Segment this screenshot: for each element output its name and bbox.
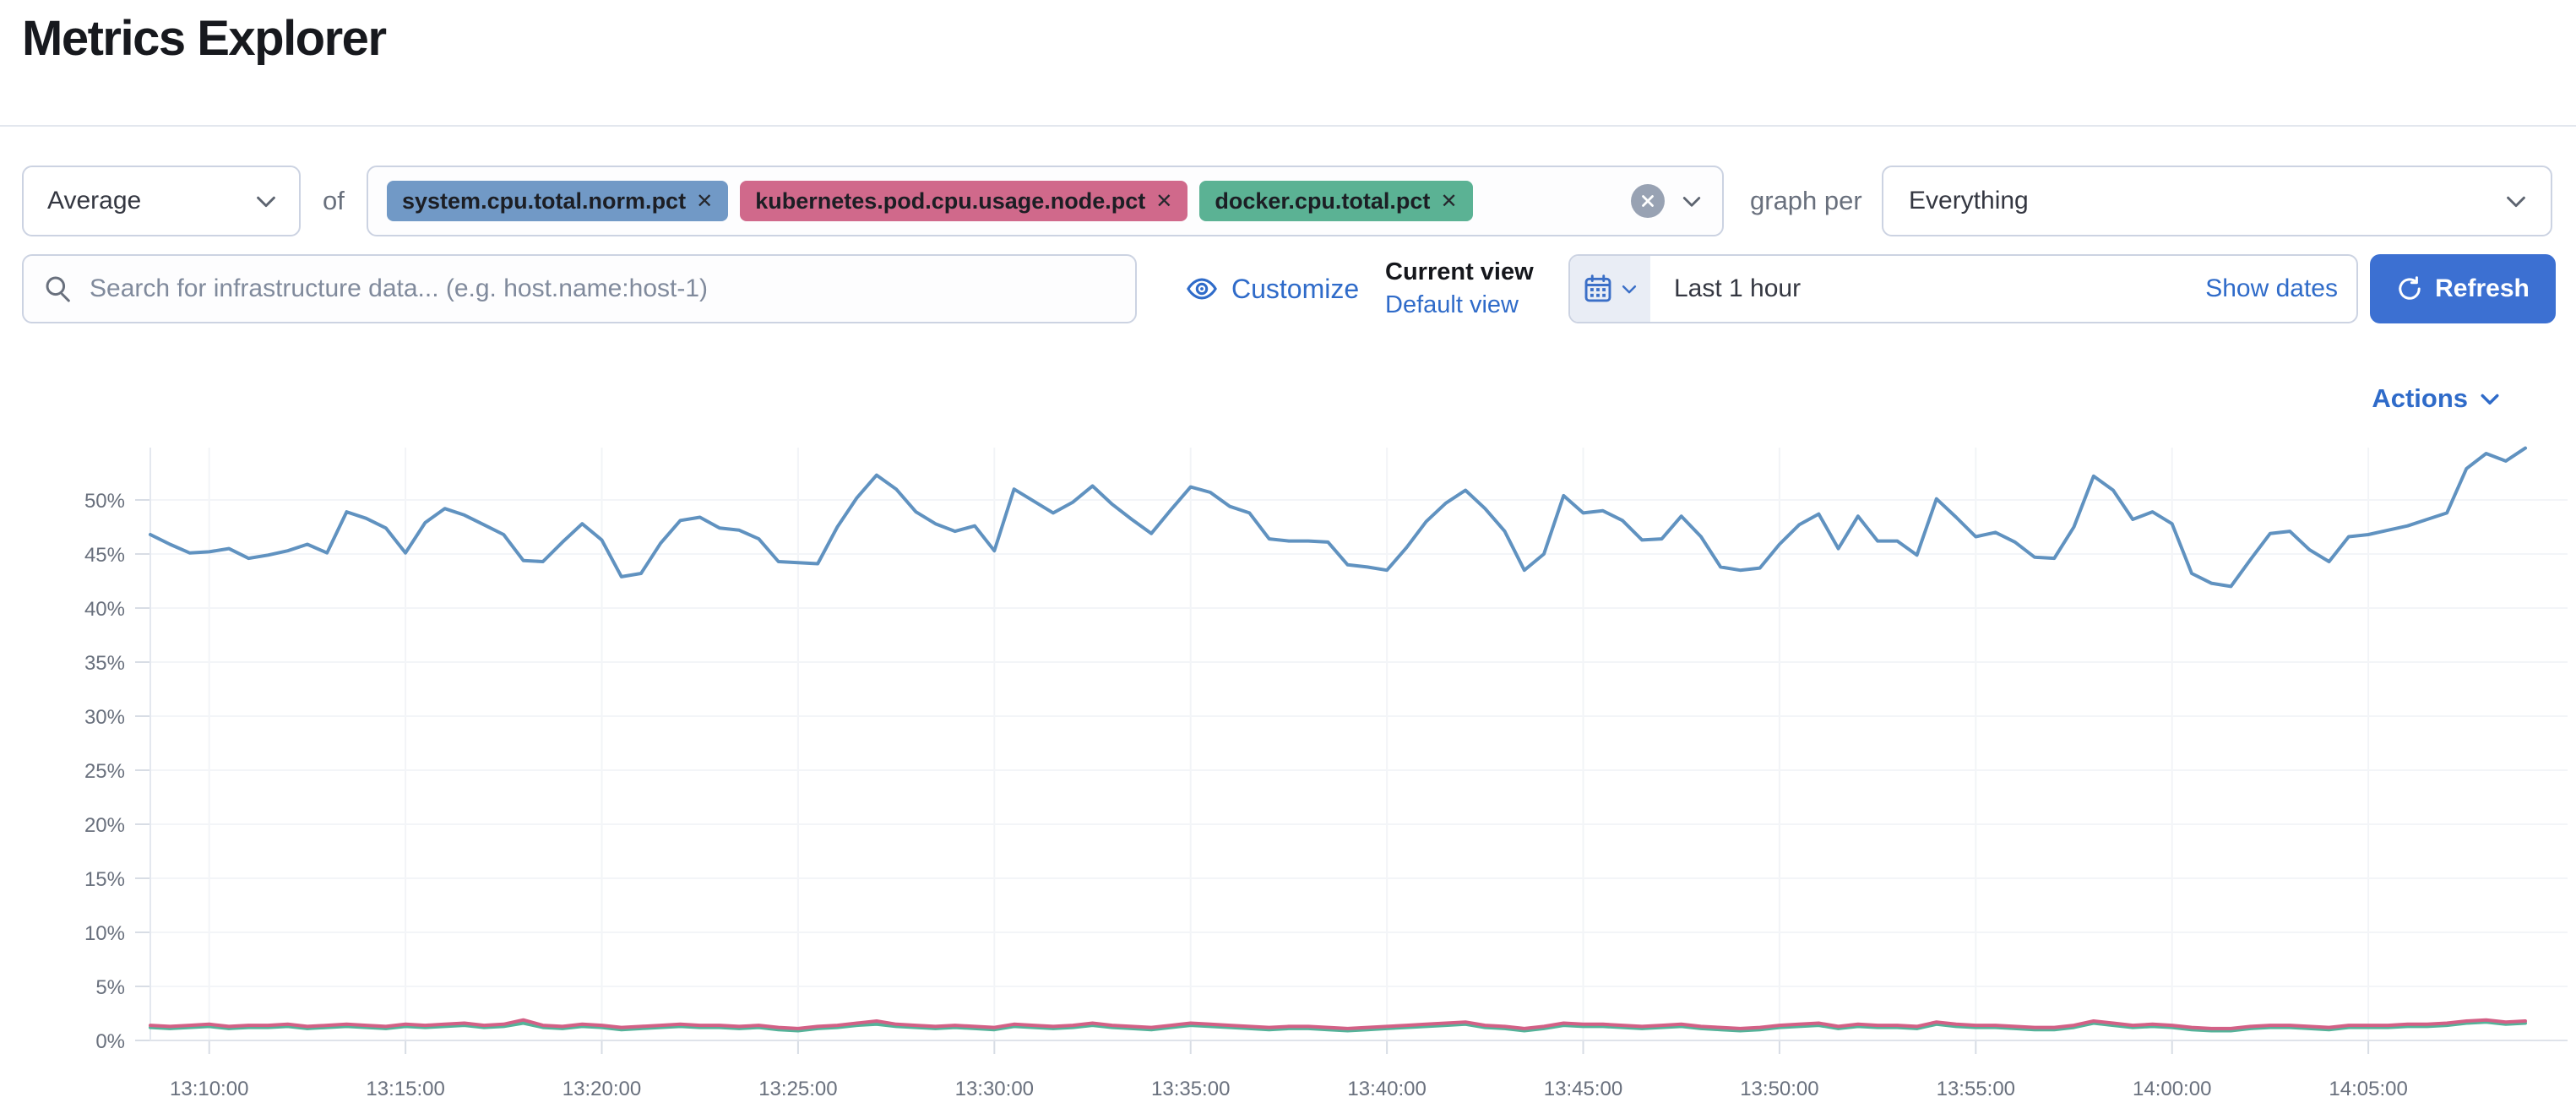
- page-title: Metrics Explorer: [22, 11, 387, 66]
- actions-label: Actions: [2372, 383, 2468, 413]
- actions-menu-button[interactable]: Actions: [2372, 378, 2502, 419]
- x-axis-label: 13:45:00: [1544, 1078, 1622, 1100]
- view-switch: Current view Default view: [1385, 254, 1534, 323]
- x-axis-label: 13:55:00: [1937, 1078, 2015, 1100]
- calendar-icon: [1584, 274, 1611, 302]
- clear-icon: [1642, 195, 1654, 207]
- eye-icon: [1187, 278, 1217, 300]
- chevron-down-icon[interactable]: [1680, 189, 1704, 213]
- y-axis-label: 25%: [84, 760, 125, 783]
- y-axis-label: 10%: [84, 922, 125, 945]
- line-chart[interactable]: 13:10:00 13:15:00 13:20:00 13:25:00 13:30:00…: [0, 397, 2576, 1108]
- graph-per-value: Everything: [1909, 187, 2029, 215]
- remove-metric-icon[interactable]: ✕: [696, 189, 714, 213]
- search-box: [22, 254, 1137, 323]
- metric-tag-kubernetes-pod-cpu[interactable]: kubernetes.pod.cpu.usage.node.pct ✕: [740, 181, 1188, 221]
- x-axis-label: 13:35:00: [1151, 1078, 1230, 1100]
- customize-button[interactable]: Customize: [1186, 254, 1359, 323]
- series-line-kubernetes.pod.cpu.usage.node.pct: [149, 1018, 2527, 1030]
- metric-tag-label: docker.cpu.total.pct: [1215, 187, 1431, 214]
- metric-tag-label: kubernetes.pod.cpu.usage.node.pct: [755, 187, 1146, 214]
- clear-all-metrics-button[interactable]: [1631, 184, 1665, 218]
- metric-tag-label: system.cpu.total.norm.pct: [402, 187, 687, 214]
- x-axis-label: 13:30:00: [955, 1078, 1034, 1100]
- chevron-down-icon: [1622, 285, 1636, 294]
- y-axis-label: 5%: [95, 976, 125, 999]
- x-axis-label: 13:25:00: [758, 1078, 837, 1100]
- remove-metric-icon[interactable]: ✕: [1155, 189, 1173, 213]
- search-input[interactable]: [90, 274, 1115, 303]
- x-axis-label: 13:20:00: [562, 1078, 641, 1100]
- aggregation-value: Average: [47, 187, 142, 215]
- date-picker: Last 1 hour Show dates: [1568, 254, 2358, 323]
- current-view-label: Current view: [1385, 258, 1534, 285]
- metric-tag-system-cpu[interactable]: system.cpu.total.norm.pct ✕: [387, 181, 729, 221]
- series-line-docker.cpu.total.pct: [149, 1020, 2527, 1033]
- x-axis-label: 13:50:00: [1740, 1078, 1818, 1100]
- graph-per-label: graph per: [1750, 186, 1862, 215]
- x-axis-label: 13:15:00: [366, 1078, 444, 1100]
- remove-metric-icon[interactable]: ✕: [1440, 189, 1458, 213]
- search-icon: [46, 276, 70, 302]
- x-axis-label: 14:05:00: [2329, 1078, 2407, 1100]
- y-axis-label: 40%: [84, 598, 125, 621]
- refresh-icon: [2399, 276, 2421, 300]
- refresh-button[interactable]: Refresh: [2370, 254, 2556, 323]
- date-quick-select-button[interactable]: [1570, 256, 1650, 322]
- refresh-label: Refresh: [2435, 274, 2530, 302]
- default-view-link[interactable]: Default view: [1385, 291, 1519, 318]
- y-axis-label: 45%: [84, 544, 125, 567]
- chevron-down-icon: [2481, 394, 2499, 405]
- graph-per-select[interactable]: Everything: [1882, 166, 2552, 236]
- metric-tag-docker-cpu[interactable]: docker.cpu.total.pct ✕: [1199, 181, 1473, 221]
- metric-tag-list: system.cpu.total.norm.pct ✕ kubernetes.p…: [387, 181, 1631, 221]
- aggregation-select[interactable]: Average: [22, 166, 301, 236]
- chevron-down-icon: [257, 196, 275, 208]
- x-axis-label: 13:40:00: [1347, 1078, 1426, 1100]
- header-divider: [0, 125, 2576, 127]
- chevron-down-icon: [2507, 196, 2525, 208]
- metrics-combobox[interactable]: system.cpu.total.norm.pct ✕ kubernetes.p…: [367, 166, 1724, 236]
- y-axis-label: 0%: [95, 1030, 125, 1053]
- of-label: of: [323, 186, 345, 215]
- customize-label: Customize: [1231, 273, 1360, 304]
- show-dates-button[interactable]: Show dates: [2205, 274, 2338, 302]
- y-axis-label: 50%: [84, 490, 125, 513]
- y-axis-label: 15%: [84, 868, 125, 891]
- y-axis-label: 30%: [84, 706, 125, 729]
- metrics-chart[interactable]: 13:10:00 13:15:00 13:20:00 13:25:00 13:30:00…: [0, 397, 2576, 1108]
- y-axis-label: 35%: [84, 652, 125, 675]
- x-axis-label: 14:00:00: [2133, 1078, 2211, 1100]
- time-range-value[interactable]: Last 1 hour: [1674, 274, 1802, 302]
- y-axis-label: 20%: [84, 814, 125, 837]
- x-axis-label: 13:10:00: [170, 1078, 248, 1100]
- series-line-system.cpu.total.norm.pct: [149, 446, 2527, 589]
